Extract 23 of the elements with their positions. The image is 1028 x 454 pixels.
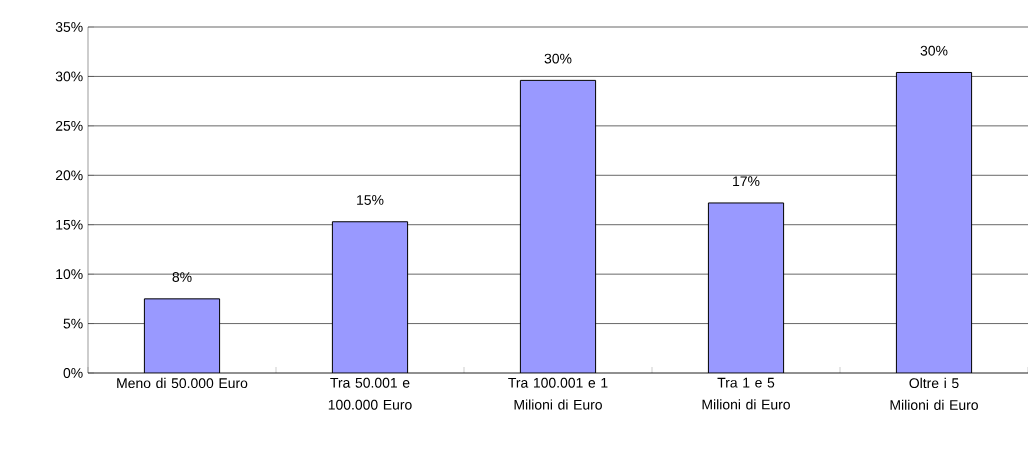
bar — [331, 221, 409, 373]
y-tick-label: 5% — [63, 318, 83, 329]
bar — [519, 79, 597, 373]
y-tick-label: 0% — [63, 368, 83, 378]
y-tick-label: 30% — [55, 71, 83, 82]
data-label: 17% — [733, 176, 760, 187]
data-label: 8% — [172, 272, 192, 283]
x-tick-label: Oltre i 5 Milioni di Euro — [890, 377, 978, 411]
bar — [143, 298, 221, 373]
y-tick-label: 10% — [56, 269, 83, 280]
y-tick-label: 20% — [55, 170, 83, 181]
x-tick-label: Tra 1 e 5 Milioni di Euro — [702, 377, 790, 410]
x-tick-label: Meno di 50.000 Euro — [117, 377, 248, 389]
y-tick-label: 35% — [55, 22, 83, 32]
data-label: 30% — [544, 53, 572, 64]
bar — [707, 202, 785, 373]
y-tick-label: 25% — [55, 120, 83, 131]
y-tick-label: 15% — [56, 219, 83, 230]
data-label: 30% — [920, 45, 948, 56]
data-label: 15% — [357, 195, 384, 205]
x-tick-label: Tra 50.001 e 100.000 Euro — [328, 377, 412, 410]
bar — [895, 71, 973, 373]
x-tick-label: Tra 100.001 e 1 Milioni di Euro — [508, 377, 608, 410]
